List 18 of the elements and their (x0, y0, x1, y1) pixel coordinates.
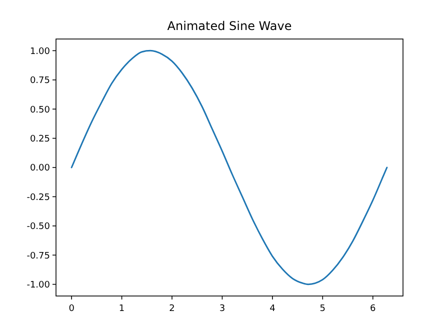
y-tick-label: -1.00 (26, 280, 50, 291)
y-tick-label: 0.25 (30, 134, 50, 144)
x-tick-label: 4 (270, 304, 276, 314)
y-tick-label: -0.50 (26, 222, 50, 232)
x-tick-label: 1 (118, 304, 125, 314)
line-series (70, 50, 388, 286)
x-tick-label: 3 (219, 304, 226, 314)
y-tick-label: 0.75 (30, 76, 50, 86)
y-tick-label: -0.25 (26, 192, 50, 203)
x-tick-label: 2 (169, 304, 175, 314)
y-tick-label: 0.00 (30, 164, 50, 174)
chart-title: Animated Sine Wave (167, 19, 292, 33)
x-tick-label: 5 (320, 304, 326, 314)
y-tick-label: -0.75 (26, 251, 50, 262)
y-tick-label: 0.50 (30, 105, 50, 116)
x-tick-label: 0 (68, 304, 75, 314)
x-tick-label: 6 (370, 304, 376, 314)
y-tick-label: 1.00 (30, 46, 50, 57)
